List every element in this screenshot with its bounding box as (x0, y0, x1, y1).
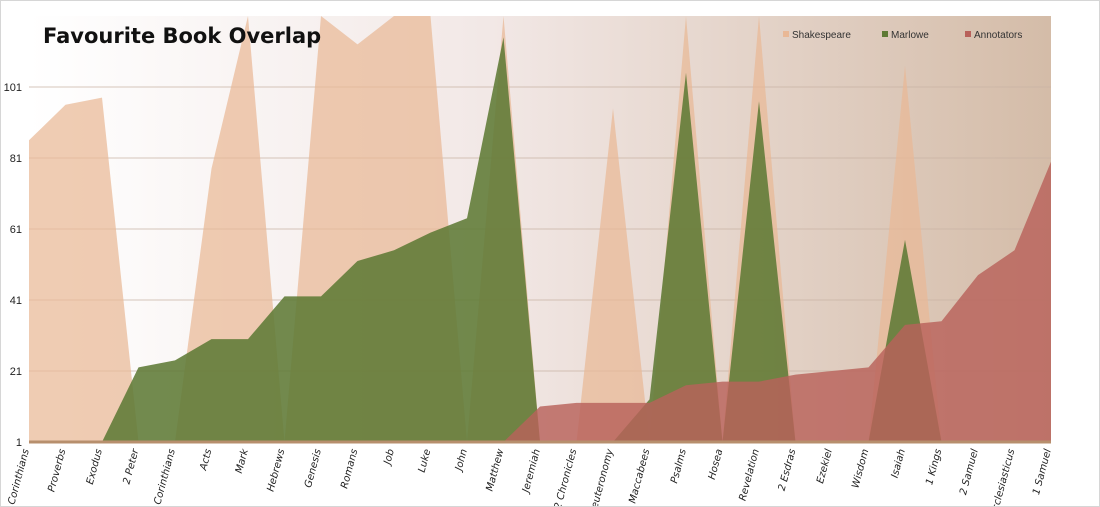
x-tick-label: Ezekiel (815, 448, 835, 485)
x-tick-label: 2 Peter (121, 447, 141, 485)
x-tick-label: Deuteronomy (588, 447, 617, 507)
x-tick-label: 1 Kings (924, 448, 944, 486)
x-tick-label: 2 Chronicles (553, 448, 580, 507)
x-tick-label: Genesis (303, 448, 324, 489)
x-tick-label: Luke (417, 448, 434, 474)
x-tick-label: Acts (198, 448, 214, 473)
x-tick-label: Wisdom (850, 448, 871, 490)
x-tick-label: 2 Maccabees (625, 448, 653, 507)
y-tick-label: 21 (10, 366, 22, 378)
x-tick-label: Revelation (737, 448, 761, 502)
series-area-annotators (29, 161, 1051, 442)
x-tick-label: Job (382, 448, 397, 468)
x-tick-label: Romans (339, 448, 360, 490)
series-areas (29, 16, 1051, 443)
x-tick-label: John (453, 448, 470, 474)
x-tick-label: Isaiah (890, 448, 908, 479)
y-tick-label: 81 (10, 153, 22, 165)
x-tick-label: 1 Samuel (1031, 448, 1054, 496)
y-tick-label: 41 (10, 295, 22, 307)
x-tick-label: 2 Corinthians (150, 448, 178, 507)
legend: Shakespeare Marlowe Annotators (783, 30, 1022, 41)
x-tick-label: Exodus (85, 448, 105, 486)
x-tick-label: Hosea (707, 448, 726, 481)
x-tick-label: Proverbs (46, 448, 68, 493)
x-tick-label: Ecclesiasticus (989, 448, 1018, 507)
x-tick-label: Psalms (669, 448, 689, 485)
x-axis: 1 Corinthians Proverbs Exodus 2 Peter 2 Cori… (4, 447, 1054, 507)
x-tick-label: 1 Corinthians (4, 448, 32, 507)
x-tick-label: Mark (234, 447, 251, 475)
x-tick-label: Hebrews (265, 448, 287, 493)
legend-label-annotators: Annotators (974, 30, 1022, 41)
x-tick-label: 2 Esdras (777, 448, 799, 492)
legend-swatch-shakespeare (783, 31, 789, 37)
y-axis: 1 21 41 61 81 101 (4, 82, 22, 449)
y-tick-label: 1 (16, 437, 22, 449)
legend-label-shakespeare: Shakespeare (792, 30, 851, 41)
chart-title: Favourite Book Overlap (43, 24, 321, 48)
x-tick-label: Jeremiah (520, 448, 543, 496)
y-tick-label: 61 (10, 224, 22, 236)
series-area-marlowe (29, 37, 1051, 443)
legend-label-marlowe: Marlowe (891, 30, 929, 41)
y-tick-label: 101 (4, 82, 22, 94)
legend-swatch-annotators (965, 31, 971, 37)
x-tick-label: Matthew (485, 447, 507, 492)
x-tick-label: 2 Samuel (958, 448, 981, 496)
legend-swatch-marlowe (882, 31, 888, 37)
